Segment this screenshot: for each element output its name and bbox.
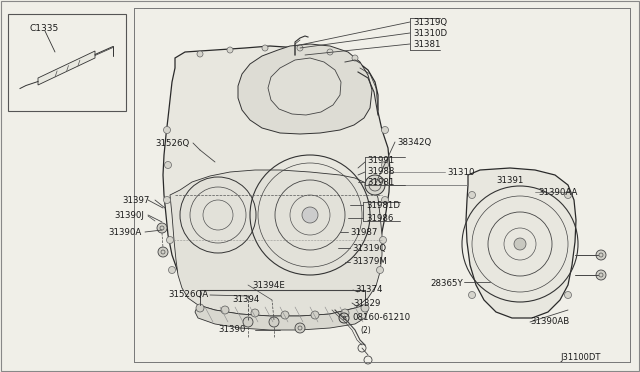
Text: 31310: 31310 (447, 167, 474, 176)
Circle shape (468, 192, 476, 199)
Circle shape (327, 49, 333, 55)
Circle shape (227, 47, 233, 53)
Text: 31981: 31981 (367, 177, 394, 186)
Text: B: B (342, 315, 346, 321)
Circle shape (163, 126, 170, 134)
Bar (8, 14, 126, 111)
Text: 31381: 31381 (413, 39, 440, 48)
Text: 31988: 31988 (367, 167, 394, 176)
Circle shape (158, 247, 168, 257)
Circle shape (361, 304, 369, 312)
Circle shape (352, 55, 358, 61)
Text: 38342Q: 38342Q (397, 138, 431, 147)
Circle shape (251, 309, 259, 317)
Text: C1335: C1335 (30, 23, 60, 32)
Circle shape (166, 237, 173, 244)
Polygon shape (268, 58, 341, 115)
Text: 31991: 31991 (367, 155, 394, 164)
Circle shape (164, 161, 172, 169)
Circle shape (564, 192, 572, 199)
Text: 31397: 31397 (122, 196, 149, 205)
Circle shape (376, 266, 383, 273)
Circle shape (381, 161, 388, 169)
Circle shape (468, 292, 476, 298)
Circle shape (295, 323, 305, 333)
Polygon shape (163, 46, 390, 318)
Circle shape (157, 223, 167, 233)
Polygon shape (195, 305, 368, 330)
Circle shape (596, 250, 606, 260)
Circle shape (341, 309, 349, 317)
Circle shape (163, 196, 170, 203)
Circle shape (311, 311, 319, 319)
Text: 31981D: 31981D (366, 201, 400, 209)
Polygon shape (466, 168, 576, 318)
Circle shape (262, 45, 268, 51)
Text: 31391: 31391 (496, 176, 524, 185)
Text: 31390: 31390 (218, 326, 245, 334)
Circle shape (168, 266, 175, 273)
Circle shape (596, 270, 606, 280)
Text: 28365Y: 28365Y (430, 279, 463, 288)
Text: 31394: 31394 (232, 295, 259, 305)
Text: 31319Q: 31319Q (352, 244, 386, 253)
Circle shape (381, 196, 388, 203)
Text: 31987: 31987 (350, 228, 378, 237)
Circle shape (196, 304, 204, 312)
Text: 31329: 31329 (353, 298, 380, 308)
Text: 31310D: 31310D (413, 29, 447, 38)
Circle shape (221, 306, 229, 314)
Circle shape (380, 237, 387, 244)
Polygon shape (38, 51, 95, 85)
Text: 31374: 31374 (355, 285, 383, 295)
Circle shape (243, 317, 253, 327)
Text: 31526QA: 31526QA (168, 291, 208, 299)
Text: 31394E: 31394E (252, 280, 285, 289)
Circle shape (281, 311, 289, 319)
Polygon shape (170, 170, 382, 316)
Circle shape (365, 175, 385, 195)
Text: 31390AA: 31390AA (538, 187, 577, 196)
Circle shape (197, 51, 203, 57)
Text: (2): (2) (360, 326, 371, 334)
Text: 31390AB: 31390AB (530, 317, 569, 327)
Circle shape (564, 292, 572, 298)
Text: 31390J: 31390J (114, 211, 144, 219)
Text: 31986: 31986 (366, 214, 394, 222)
Circle shape (514, 238, 526, 250)
Circle shape (297, 45, 303, 51)
Circle shape (269, 317, 279, 327)
Polygon shape (238, 44, 372, 134)
Text: 31390A: 31390A (108, 228, 141, 237)
Text: 31379M: 31379M (352, 257, 387, 266)
Circle shape (381, 126, 388, 134)
Text: 31319Q: 31319Q (413, 17, 447, 26)
Text: J31100DT: J31100DT (560, 353, 600, 362)
Text: 08160-61210: 08160-61210 (352, 314, 410, 323)
Text: 31526Q: 31526Q (155, 138, 189, 148)
Circle shape (302, 207, 318, 223)
